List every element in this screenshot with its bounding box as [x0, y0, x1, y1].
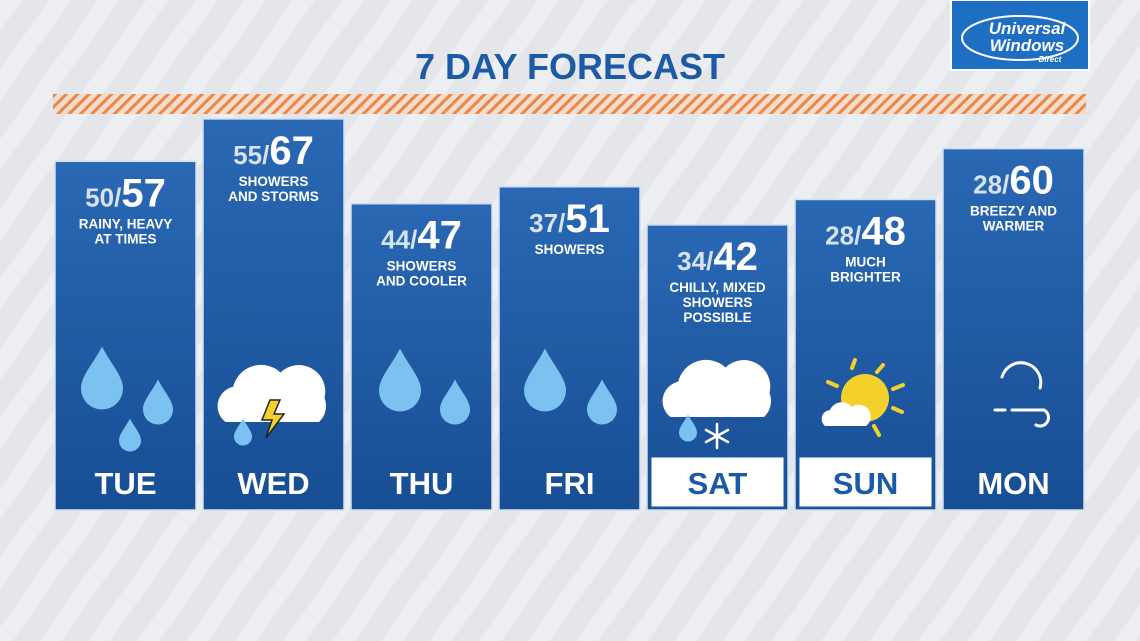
logo-text: Universal — [989, 19, 1067, 38]
temperatures: 44/47 — [381, 214, 462, 258]
high-temp: 51 — [565, 197, 610, 241]
description: SHOWERS — [535, 242, 605, 257]
storm-icon — [217, 364, 327, 446]
description: BREEZY AND — [970, 204, 1057, 219]
temperatures: 37/51 — [529, 197, 610, 241]
high-temp: 57 — [121, 171, 166, 215]
temperatures: 28/60 — [973, 159, 1054, 203]
separator: / — [1002, 170, 1009, 200]
day-label: TUE — [95, 466, 157, 501]
high-temp: 47 — [417, 214, 462, 258]
description: MUCH — [845, 254, 886, 269]
column — [54, 160, 197, 511]
separator: / — [854, 220, 861, 250]
separator: / — [706, 246, 713, 276]
mixed-icon — [662, 359, 772, 450]
temperatures: 55/67 — [233, 129, 314, 173]
separator: / — [558, 208, 565, 238]
temperatures: 50/57 — [85, 171, 166, 215]
low-temp: 55 — [233, 140, 262, 170]
separator: / — [410, 225, 417, 255]
low-temp: 44 — [381, 225, 410, 255]
day-label: MON — [977, 466, 1049, 501]
low-temp: 28 — [973, 170, 1002, 200]
description: WARMER — [983, 219, 1045, 234]
low-temp: 34 — [677, 246, 706, 276]
day-label: SUN — [833, 466, 898, 501]
description: POSSIBLE — [683, 310, 751, 325]
description: SHOWERS — [239, 174, 309, 189]
description: AND STORMS — [228, 189, 319, 204]
temperatures: 34/42 — [677, 235, 758, 279]
column — [942, 147, 1085, 511]
column — [350, 202, 493, 511]
day-label: SAT — [688, 466, 748, 501]
high-temp: 42 — [713, 235, 758, 279]
high-temp: 60 — [1009, 159, 1054, 203]
description: RAINY, HEAVY — [79, 216, 173, 231]
wind-icon — [993, 361, 1050, 428]
logo-text: Windows — [990, 36, 1064, 55]
separator: / — [114, 182, 121, 212]
description: SHOWERS — [683, 295, 753, 310]
day-label: WED — [237, 466, 309, 501]
day-label-box — [650, 456, 785, 508]
separator: / — [262, 140, 269, 170]
low-temp: 50 — [85, 182, 114, 212]
description: AT TIMES — [95, 231, 157, 246]
title-divider — [53, 94, 1086, 114]
description: AND COOLER — [376, 274, 467, 289]
description: CHILLY, MIXED — [669, 280, 766, 295]
high-temp: 67 — [269, 129, 314, 173]
sponsor-logo: Universal Windows Direct — [950, 0, 1090, 71]
logo-text: Direct — [1039, 55, 1062, 64]
high-temp: 48 — [861, 209, 906, 253]
sun-icon — [821, 358, 905, 437]
low-temp: 37 — [529, 208, 558, 238]
temperatures: 28/48 — [825, 209, 906, 253]
column — [202, 118, 345, 511]
day-label-box — [798, 456, 933, 508]
day-label: THU — [390, 466, 454, 501]
description: SHOWERS — [387, 259, 457, 274]
low-temp: 28 — [825, 220, 854, 250]
column — [498, 186, 641, 511]
day-label: FRI — [545, 466, 595, 501]
weather-icons — [81, 346, 1050, 452]
description: BRIGHTER — [830, 269, 901, 284]
title: 7 DAY FORECAST — [415, 46, 725, 87]
